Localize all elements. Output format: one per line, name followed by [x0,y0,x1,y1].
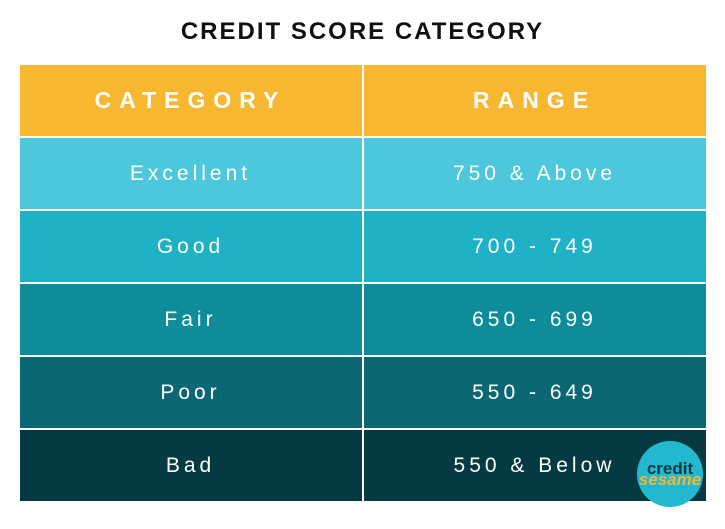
cell-range: 700 - 749 [364,211,706,282]
cell-range: 750 & Above [364,138,706,209]
credit-sesame-logo: credit sesame [637,441,703,507]
cell-category: Fair [20,284,362,355]
cell-category: Bad [20,430,362,501]
table-row: Excellent 750 & Above [19,137,707,210]
table-row: Bad 550 & Below [19,429,707,502]
table-row: Good 700 - 749 [19,210,707,283]
cell-category: Good [20,211,362,282]
cell-range: 650 - 699 [364,284,706,355]
header-range: RANGE [364,65,706,136]
table-row: Poor 550 - 649 [19,356,707,429]
header-category: CATEGORY [20,65,362,136]
cell-category: Excellent [20,138,362,209]
logo-line2: sesame [639,471,701,488]
cell-range: 550 - 649 [364,357,706,428]
table-row: Fair 650 - 699 [19,283,707,356]
credit-score-table: CATEGORY RANGE Excellent 750 & Above Goo… [19,64,707,502]
cell-category: Poor [20,357,362,428]
page-title: CREDIT SCORE CATEGORY [181,18,544,46]
table-header-row: CATEGORY RANGE [19,64,707,137]
